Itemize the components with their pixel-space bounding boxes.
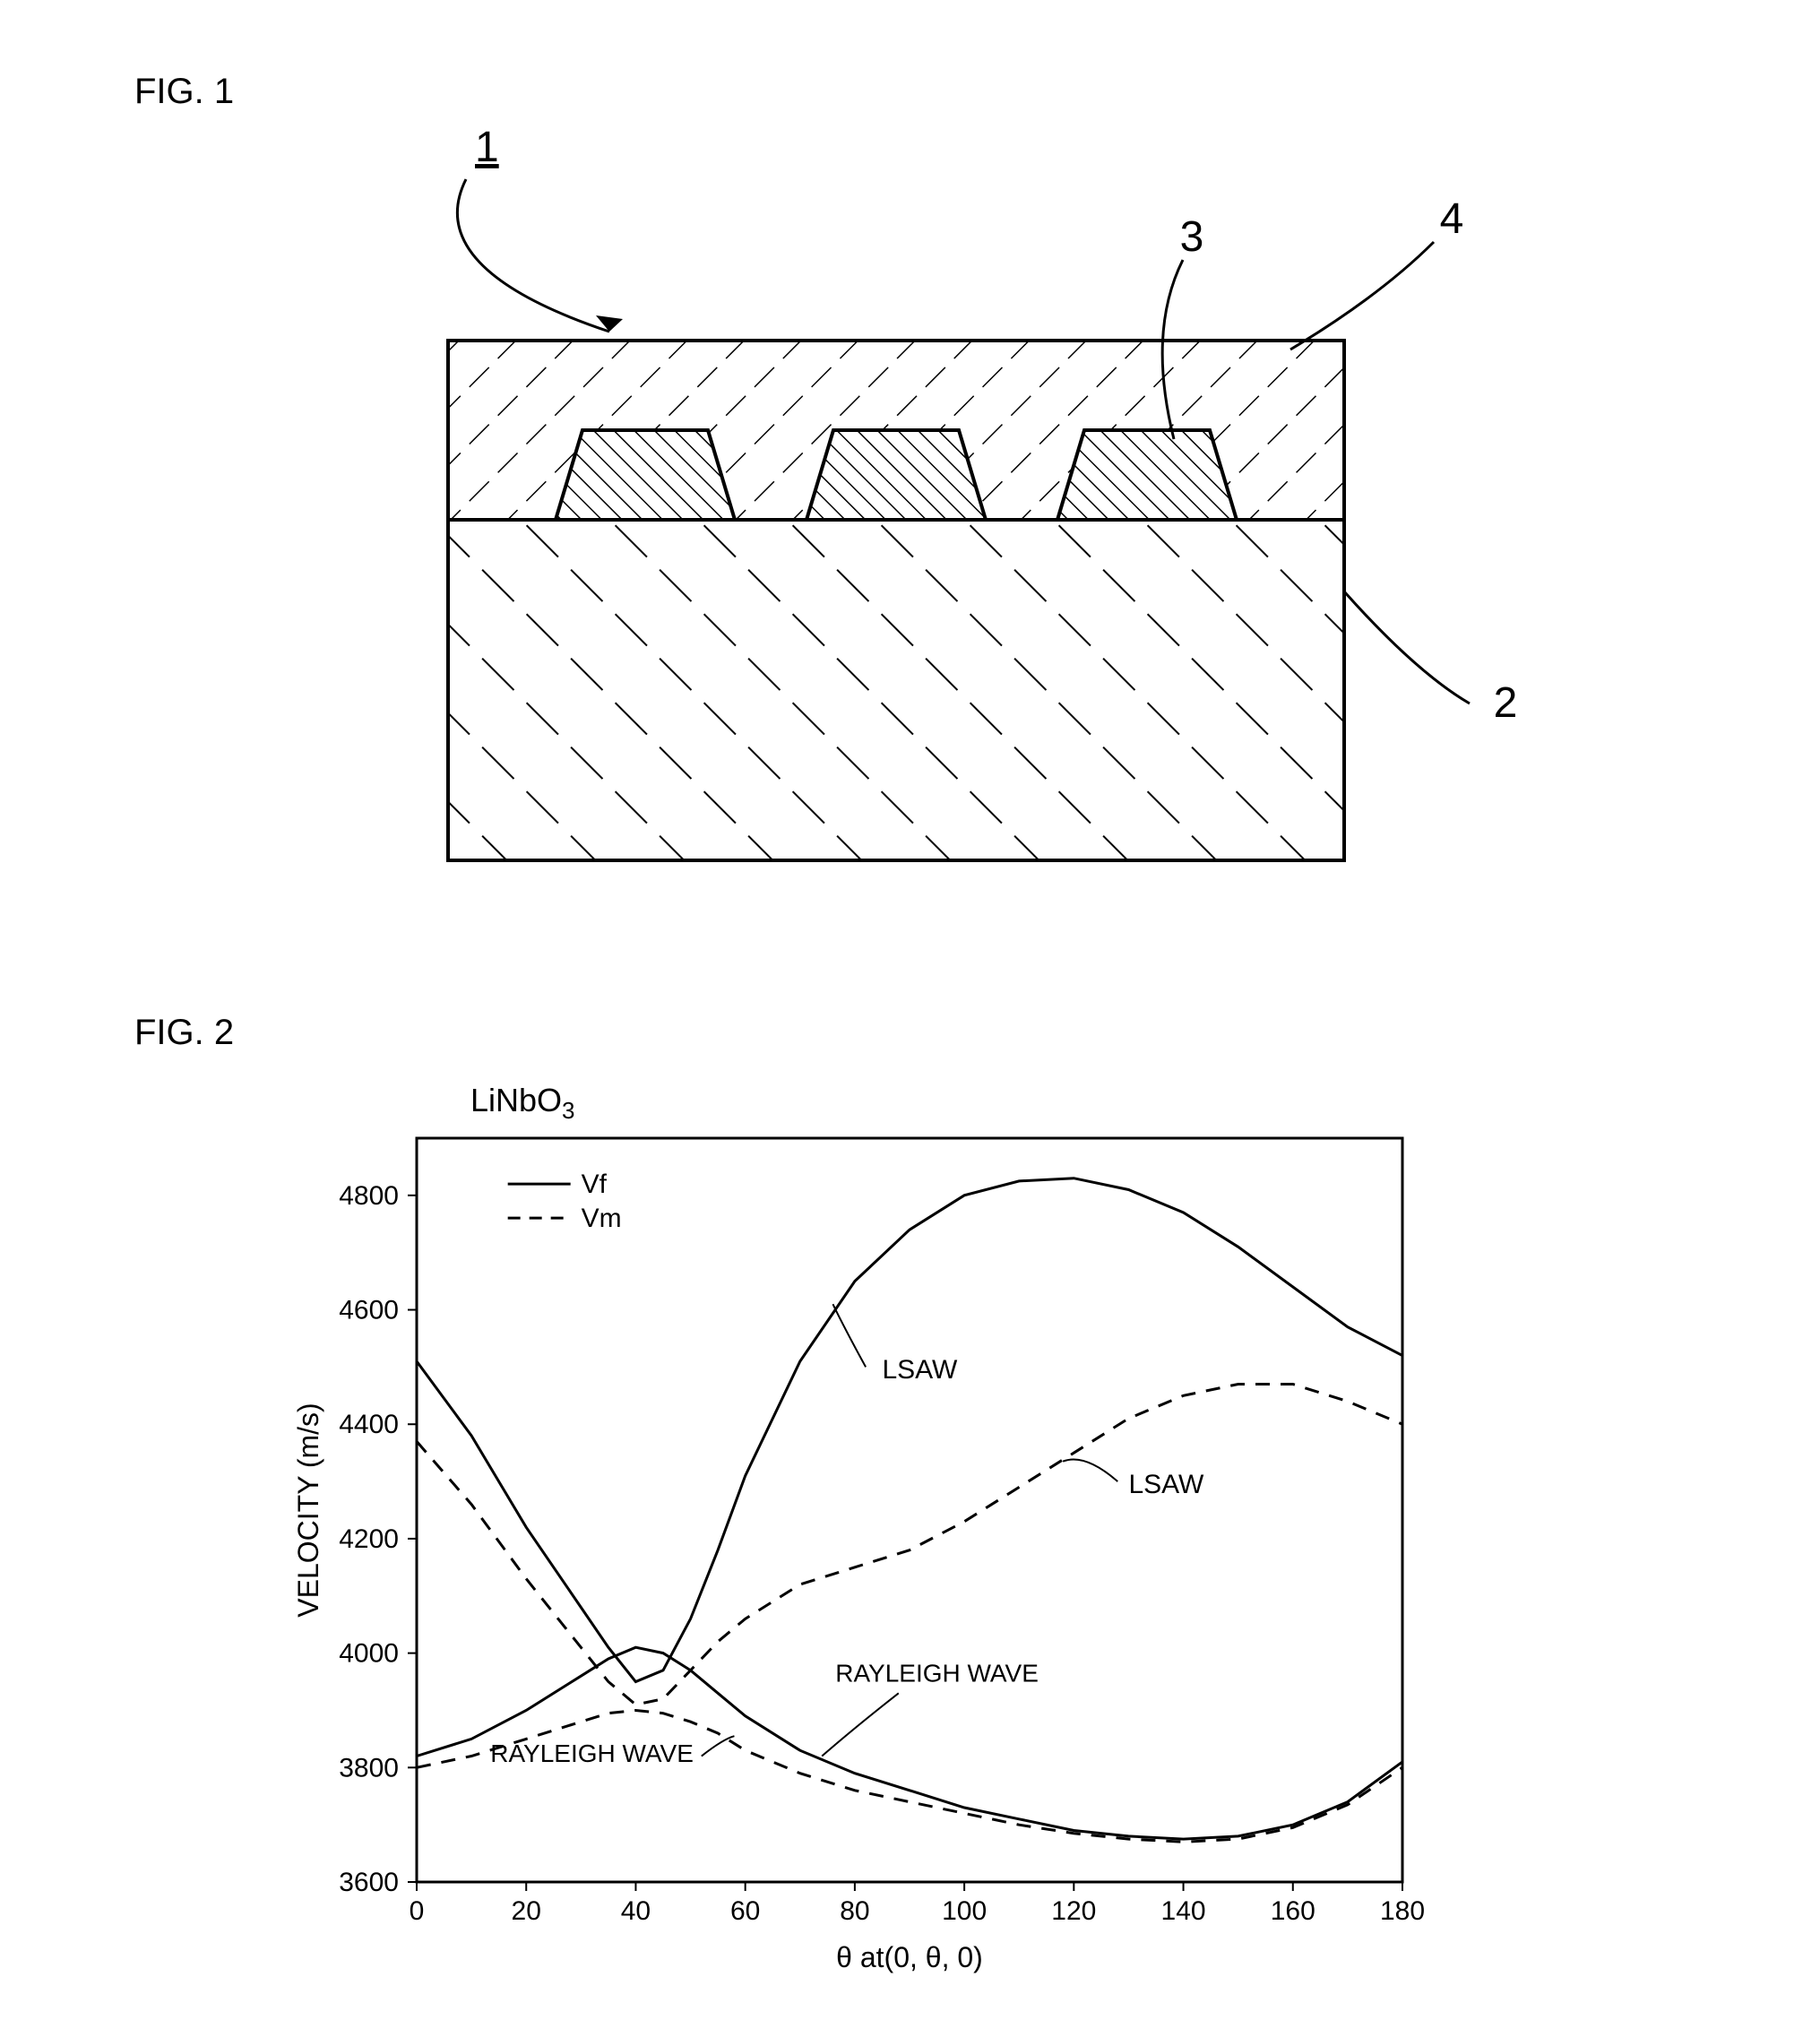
svg-text:4: 4 [1440,195,1464,243]
svg-text:VELOCITY (m/s): VELOCITY (m/s) [292,1403,324,1617]
svg-text:120: 120 [1051,1896,1096,1926]
fig1-diagram: 1 3 4 2 [0,0,1820,941]
svg-text:LSAW: LSAW [882,1355,958,1385]
svg-text:4800: 4800 [339,1181,399,1211]
svg-text:180: 180 [1380,1896,1425,1926]
svg-text:3: 3 [1180,213,1204,261]
svg-text:80: 80 [840,1896,869,1926]
svg-text:40: 40 [621,1896,651,1926]
svg-text:4400: 4400 [339,1410,399,1439]
svg-text:1: 1 [475,124,499,171]
svg-text:4000: 4000 [339,1639,399,1669]
svg-text:160: 160 [1271,1896,1315,1926]
svg-text:RAYLEIGH WAVE: RAYLEIGH WAVE [835,1660,1039,1688]
svg-text:4200: 4200 [339,1524,399,1554]
svg-text:RAYLEIGH WAVE: RAYLEIGH WAVE [490,1739,694,1767]
svg-text:60: 60 [730,1896,760,1926]
svg-text:140: 140 [1161,1896,1206,1926]
svg-text:20: 20 [512,1896,541,1926]
svg-text:θ at(0, θ, 0): θ at(0, θ, 0) [836,1941,983,1973]
svg-text:4600: 4600 [339,1296,399,1325]
svg-text:Vm: Vm [582,1204,622,1233]
svg-text:3800: 3800 [339,1753,399,1783]
svg-text:LSAW: LSAW [1128,1470,1204,1499]
svg-text:Vf: Vf [582,1170,608,1199]
fig2-chart: LiNbO3 0 20 40 60 80 100 120 140 160 180 3600 3800 40… [0,986,1820,2016]
svg-text:3600: 3600 [339,1868,399,1897]
svg-text:0: 0 [410,1896,425,1926]
svg-text:100: 100 [942,1896,987,1926]
svg-text:LiNbO3: LiNbO3 [470,1082,575,1124]
svg-text:2: 2 [1494,679,1518,727]
